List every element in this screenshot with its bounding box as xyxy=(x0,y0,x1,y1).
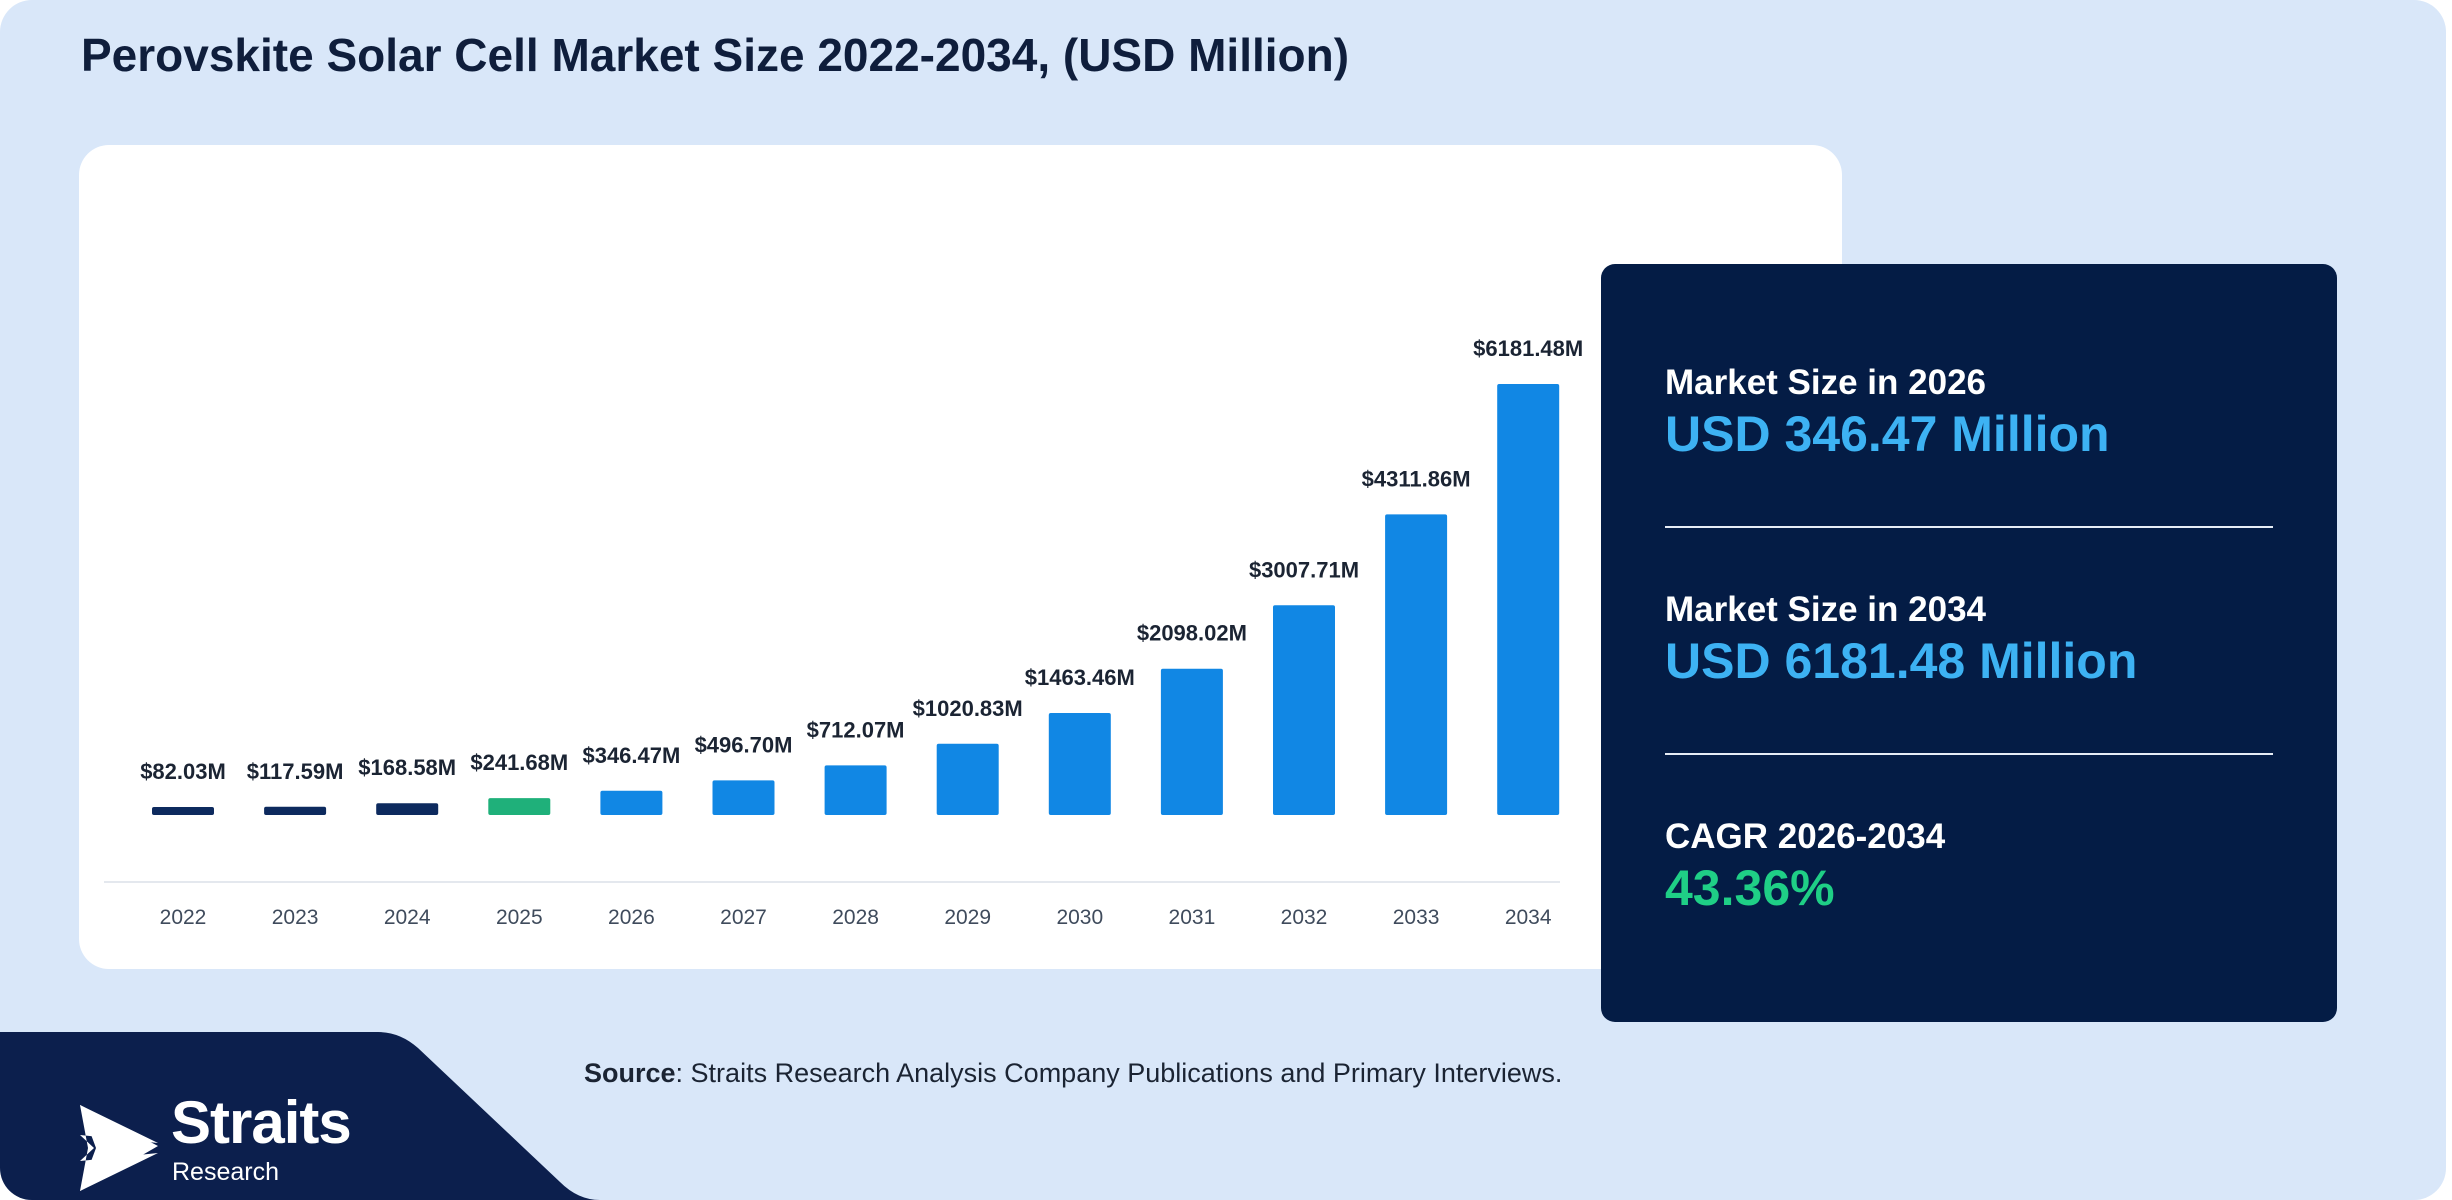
x-tick-2022: 2022 xyxy=(160,906,207,929)
stat-label: Market Size in 2034 xyxy=(1665,590,1986,629)
data-label-2025: $241.68M xyxy=(470,750,568,775)
stats-panel: Market Size in 2026 USD 346.47 Million M… xyxy=(1601,264,2337,1022)
logo-subtitle: Research xyxy=(172,1158,279,1186)
stat-value: 43.36% xyxy=(1665,860,1835,916)
stat-label: CAGR 2026-2034 xyxy=(1665,817,1946,856)
data-label-2033: $4311.86M xyxy=(1362,466,1471,491)
data-label-2030: $1463.46M xyxy=(1025,665,1135,690)
x-tick-2030: 2030 xyxy=(1056,906,1103,929)
x-tick-2024: 2024 xyxy=(384,906,431,929)
data-label-2022: $82.03M xyxy=(140,759,226,784)
bar-2027 xyxy=(712,780,775,815)
page-title: Perovskite Solar Cell Market Size 2022-2… xyxy=(81,29,1350,81)
data-label-2032: $3007.71M xyxy=(1249,557,1359,582)
bar-2025 xyxy=(488,798,551,815)
x-tick-2032: 2032 xyxy=(1281,906,1328,929)
source-text: : Straits Research Analysis Company Publ… xyxy=(675,1058,1563,1088)
bar-2028 xyxy=(824,765,887,815)
data-label-2029: $1020.83M xyxy=(913,696,1023,721)
bar-2031 xyxy=(1160,668,1223,815)
bar-2033 xyxy=(1385,514,1448,815)
stat-value: USD 346.47 Million xyxy=(1665,406,2110,462)
data-label-2028: $712.07M xyxy=(807,717,905,742)
bar-chart: $82.03M 2022 $117.59M 2023 $168.58M 2024 $241.… xyxy=(104,336,1583,929)
x-tick-2028: 2028 xyxy=(832,906,879,929)
stat-divider xyxy=(1665,753,2273,755)
straits-research-logo: Straits Research xyxy=(80,1089,380,1191)
bar-2024 xyxy=(376,803,439,815)
data-label-2026: $346.47M xyxy=(582,743,680,768)
bar-2026 xyxy=(600,790,663,815)
bar-2029 xyxy=(936,743,999,815)
data-label-2031: $2098.02M xyxy=(1137,621,1247,646)
logo-name: Straits xyxy=(171,1089,352,1156)
stat-cagr: CAGR 2026-2034 43.36% xyxy=(1665,817,1945,917)
data-label-2034: $6181.48M xyxy=(1473,336,1583,361)
stat-market-size-2026: Market Size in 2026 USD 346.47 Million xyxy=(1665,363,2110,463)
x-tick-2034: 2034 xyxy=(1505,906,1552,929)
bar-2022 xyxy=(152,807,214,815)
source-prefix: Source xyxy=(584,1058,676,1088)
data-label-2027: $496.70M xyxy=(695,732,793,757)
bar-2034 xyxy=(1497,384,1560,815)
stat-market-size-2034: Market Size in 2034 USD 6181.48 Million xyxy=(1665,590,2137,690)
chart-card: $82.03M 2022 $117.59M 2023 $168.58M 2024 $241.… xyxy=(79,145,1842,969)
stat-label: Market Size in 2026 xyxy=(1665,363,1986,402)
x-tick-2025: 2025 xyxy=(496,906,543,929)
x-tick-2027: 2027 xyxy=(720,906,767,929)
bottom-banner-shape xyxy=(0,1032,600,1200)
data-label-2024: $168.58M xyxy=(358,755,456,780)
x-tick-2031: 2031 xyxy=(1169,906,1216,929)
logo-arrow-icon xyxy=(80,1105,158,1191)
x-tick-2029: 2029 xyxy=(944,906,991,929)
stat-divider xyxy=(1665,526,2273,528)
bar-2030 xyxy=(1048,713,1111,815)
x-tick-2033: 2033 xyxy=(1393,906,1440,929)
stat-value: USD 6181.48 Million xyxy=(1665,633,2138,689)
data-label-2023: $117.59M xyxy=(247,759,344,784)
x-tick-2023: 2023 xyxy=(272,906,319,929)
bar-2023 xyxy=(264,806,327,815)
x-tick-2026: 2026 xyxy=(608,906,655,929)
source-note: Source: Straits Research Analysis Compan… xyxy=(584,1058,1562,1089)
bar-2032 xyxy=(1273,605,1335,815)
